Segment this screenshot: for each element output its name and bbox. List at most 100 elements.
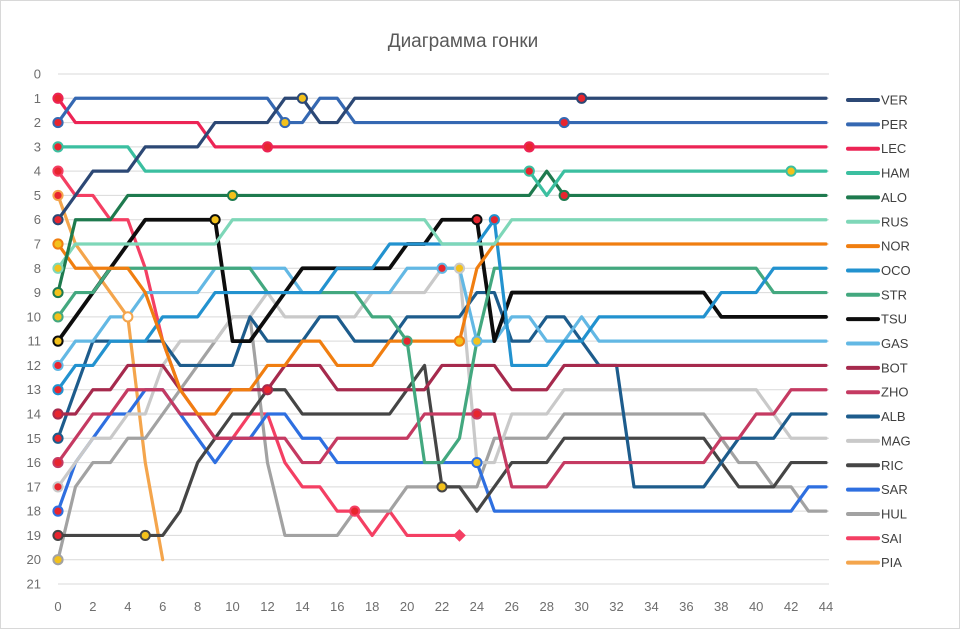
pit-marker-STR	[401, 335, 413, 347]
x-tick-label: 20	[400, 599, 414, 614]
pit-marker-RIC	[436, 481, 448, 493]
series-line-PER	[56, 96, 828, 125]
legend-item-SAI: SAI	[846, 531, 902, 546]
pit-marker-ZHO	[471, 408, 483, 420]
start-tyre-marker-SAR	[52, 505, 64, 517]
y-tick-label: 1	[34, 91, 41, 106]
pit-marker-NOR	[453, 335, 466, 347]
start-tyre-marker-HUL	[52, 554, 64, 566]
legend-item-LEC: LEC	[846, 141, 906, 156]
legend-item-ALO: ALO	[846, 190, 907, 205]
legend-item-OCO: OCO	[846, 263, 911, 278]
legend-label-PER: PER	[881, 117, 908, 132]
legend-label-SAR: SAR	[881, 482, 908, 497]
y-tick-label: 18	[27, 504, 41, 519]
x-tick-label: 44	[819, 599, 833, 614]
pit-marker-RIC	[139, 529, 151, 542]
pit-marker-HAM	[523, 165, 535, 177]
y-tick-label: 4	[34, 164, 41, 179]
pit-marker-GAS	[471, 335, 483, 347]
y-tick-label: 16	[27, 455, 41, 470]
x-tick-label: 38	[714, 599, 728, 614]
legend-label-LEC: LEC	[881, 141, 906, 156]
x-tick-label: 2	[89, 599, 96, 614]
x-tick-label: 40	[749, 599, 763, 614]
x-tick-label: 32	[609, 599, 623, 614]
legend-label-PIA: PIA	[881, 555, 902, 570]
y-tick-label: 17	[27, 479, 41, 494]
pit-marker-VER	[296, 92, 308, 104]
legend-label-VER: VER	[881, 93, 908, 108]
pit-marker-OCO	[488, 214, 500, 226]
legend-label-ALB: ALB	[881, 409, 906, 424]
y-tick-label: 0	[34, 67, 41, 82]
start-tyre-marker-NOR	[52, 238, 64, 250]
legend-label-HUL: HUL	[881, 506, 907, 521]
start-tyre-marker-ALO	[52, 286, 64, 299]
y-tick-label: 2	[34, 115, 41, 130]
y-tick-label: 20	[27, 552, 41, 567]
legend-label-OCO: OCO	[881, 263, 911, 278]
y-tick-label: 12	[27, 358, 41, 373]
x-tick-label: 36	[679, 599, 693, 614]
y-tick-label: 9	[34, 285, 41, 300]
legend-label-ALO: ALO	[881, 190, 907, 205]
series-line-NOR	[56, 242, 828, 416]
series-line-SAI	[56, 169, 462, 538]
series-line-LEC	[56, 96, 828, 149]
legend-item-BOT: BOT	[846, 360, 908, 375]
series-line-BOT	[56, 363, 828, 416]
series-line-RUS	[56, 218, 828, 270]
pit-marker-TSU	[209, 214, 221, 226]
x-tick-label: 26	[505, 599, 519, 614]
series-line-ZHO	[56, 388, 828, 489]
x-tick-label: 34	[644, 599, 658, 614]
pit-marker-TSU	[471, 214, 483, 226]
pit-marker-SAI	[349, 505, 361, 517]
legend-item-ALB: ALB	[846, 409, 906, 424]
legend-item-PIA: PIA	[846, 555, 902, 570]
x-tick-label: 0	[54, 599, 61, 614]
legend-item-VER: VER	[846, 93, 908, 108]
start-tyre-marker-OCO	[52, 384, 64, 396]
start-tyre-marker-MAG	[52, 481, 64, 493]
legend-label-SAI: SAI	[881, 531, 902, 546]
pit-marker-VER	[576, 92, 588, 104]
y-tick-label: 11	[28, 334, 42, 349]
x-tick-label: 12	[260, 599, 274, 614]
series-line-ALO	[56, 169, 828, 295]
y-tick-label: 7	[34, 237, 41, 252]
legend-item-STR: STR	[846, 287, 907, 302]
retirement-marker-SAI	[453, 529, 466, 542]
start-tyre-marker-GAS	[52, 359, 64, 372]
series-line-VER	[56, 96, 828, 222]
legend-label-ZHO: ZHO	[881, 385, 908, 400]
pit-marker-GAS	[436, 262, 448, 274]
legend-item-SAR: SAR	[846, 482, 908, 497]
pit-marker-ALO	[226, 189, 239, 202]
y-tick-label: 21	[27, 577, 41, 592]
legend-item-PER: PER	[846, 117, 908, 132]
y-tick-label: 10	[27, 309, 41, 324]
start-tyre-marker-HAM	[52, 141, 64, 153]
x-tick-label: 42	[784, 599, 798, 614]
pit-marker-MAG	[453, 262, 466, 274]
legend-item-TSU: TSU	[846, 312, 907, 327]
y-tick-label: 19	[27, 528, 41, 543]
start-tyre-marker-PER	[52, 116, 64, 129]
x-tick-label: 22	[435, 599, 449, 614]
y-tick-label: 14	[27, 407, 41, 422]
x-tick-label: 18	[365, 599, 379, 614]
x-tick-label: 6	[159, 599, 166, 614]
y-tick-label: 6	[34, 212, 41, 227]
start-tyre-marker-PIA	[52, 189, 64, 202]
start-tyre-marker-BOT	[52, 408, 64, 420]
series-line-TSU	[56, 217, 828, 344]
legend-item-HUL: HUL	[846, 506, 907, 521]
start-tyre-marker-RUS	[52, 262, 64, 274]
pit-marker-ALO	[558, 189, 570, 202]
legend-label-NOR: NOR	[881, 239, 910, 254]
start-tyre-marker-STR	[52, 311, 64, 323]
